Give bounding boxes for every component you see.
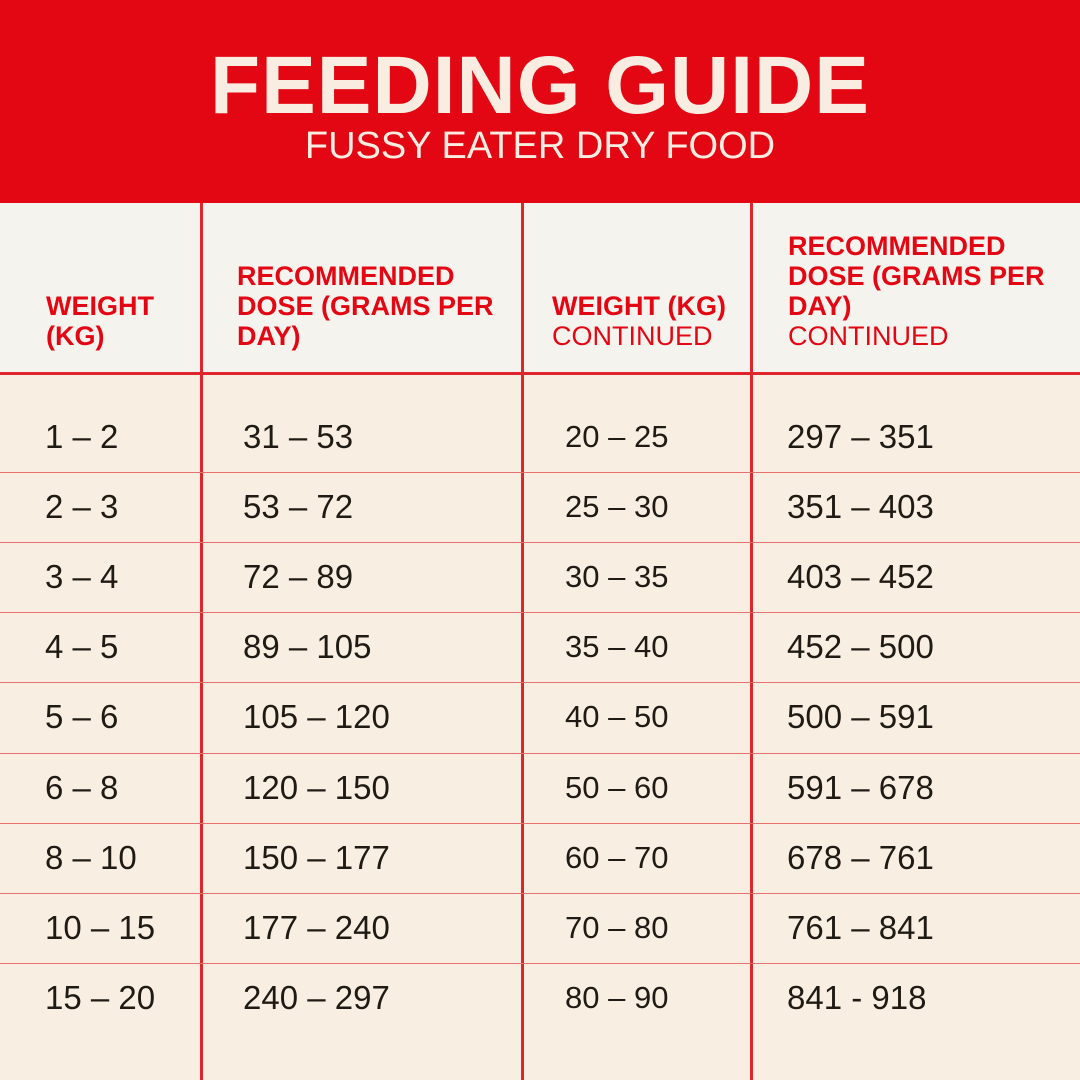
table-cell: 2 – 3 [45, 488, 119, 525]
table-cell: 351 – 403 [787, 488, 934, 525]
table-cell: 53 – 72 [243, 488, 354, 525]
column-label: WEIGHT (KG) [46, 291, 154, 351]
row-divider [0, 472, 1080, 473]
row-divider [0, 542, 1080, 543]
table-cell: 591 – 678 [787, 769, 934, 806]
column-header: WEIGHT (KG) CONTINUED [552, 203, 747, 373]
column-note: CONTINUED [788, 321, 949, 351]
table-cell: 841 - 918 [787, 979, 927, 1016]
table-cell: 4 – 5 [45, 628, 119, 665]
table-cell: 70 – 80 [565, 910, 669, 945]
table-cell: 761 – 841 [787, 909, 934, 946]
table-cell: 297 – 351 [787, 418, 934, 455]
table-cell: 20 – 25 [565, 419, 669, 454]
table-cell: 31 – 53 [243, 418, 354, 455]
title: FEEDING GUIDE [210, 40, 870, 131]
table-cell: 500 – 591 [787, 698, 934, 735]
table-cell: 240 – 297 [243, 979, 390, 1016]
table-cell: 8 – 10 [45, 839, 137, 876]
table-cell: 105 – 120 [243, 698, 390, 735]
column-header: WEIGHT (KG) [46, 203, 196, 373]
table-cell: 40 – 50 [565, 699, 669, 734]
table-cell: 72 – 89 [243, 558, 354, 595]
table-cell: 403 – 452 [787, 558, 934, 595]
table-cell: 6 – 8 [45, 769, 119, 806]
row-divider [0, 753, 1080, 754]
table-cell: 678 – 761 [787, 839, 934, 876]
table-cell: 3 – 4 [45, 558, 119, 595]
table-cell: 25 – 30 [565, 489, 669, 524]
table-cell: 1 – 2 [45, 418, 119, 455]
table-cell: 35 – 40 [565, 629, 669, 664]
row-divider [0, 682, 1080, 683]
column-header: RECOMMENDED DOSE (GRAMS PER DAY) [237, 203, 512, 373]
table-cell: 89 – 105 [243, 628, 372, 665]
column-label: RECOMMENDED DOSE (GRAMS PER DAY) [788, 231, 1045, 321]
header-divider [0, 372, 1080, 375]
table-cell: 150 – 177 [243, 839, 390, 876]
column-label: RECOMMENDED DOSE (GRAMS PER DAY) [237, 261, 494, 351]
row-divider [0, 823, 1080, 824]
row-divider [0, 963, 1080, 964]
table-cell: 452 – 500 [787, 628, 934, 665]
column-header: RECOMMENDED DOSE (GRAMS PER DAY) CONTINUE… [788, 203, 1075, 373]
table-header [0, 203, 1080, 373]
table-cell: 15 – 20 [45, 979, 156, 1016]
column-label: WEIGHT (KG) [552, 291, 726, 321]
table-cell: 5 – 6 [45, 698, 119, 735]
table-cell: 177 – 240 [243, 909, 390, 946]
column-divider [521, 203, 524, 1080]
row-divider [0, 612, 1080, 613]
table-cell: 30 – 35 [565, 559, 669, 594]
table-cell: 60 – 70 [565, 840, 669, 875]
subtitle: FUSSY EATER DRY FOOD [304, 125, 776, 167]
table-cell: 50 – 60 [565, 770, 669, 805]
table-cell: 80 – 90 [565, 980, 669, 1015]
column-note: CONTINUED [552, 321, 713, 351]
table-cell: 10 – 15 [45, 909, 156, 946]
header-banner: FEEDING GUIDE FUSSY EATER DRY FOOD [0, 0, 1080, 203]
table-cell: 120 – 150 [243, 769, 390, 806]
row-divider [0, 893, 1080, 894]
column-divider [200, 203, 203, 1080]
column-divider [750, 203, 753, 1080]
